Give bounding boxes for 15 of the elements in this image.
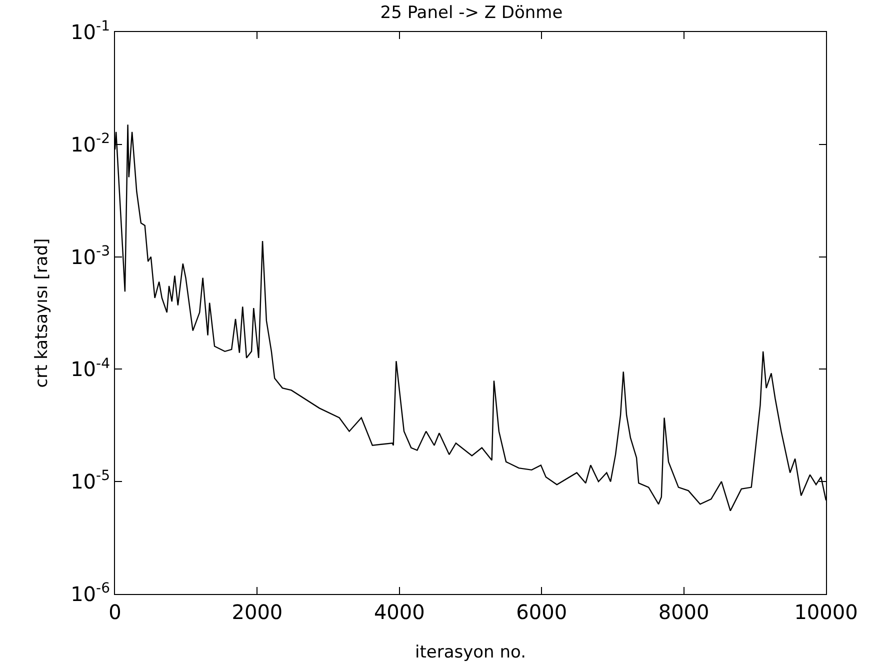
- y-tick-label: 10$^{-1}$: [70, 18, 110, 44]
- y-tick-label: 10$^{-4}$: [70, 356, 110, 382]
- y-tick-label: 10$^{-6}$: [70, 580, 110, 606]
- y-axis-title: crt katsayısı [rad]: [32, 238, 52, 388]
- chart-title: 25 Panel -> Z Dönme: [380, 2, 563, 23]
- y-tick-label: 10$^{-3}$: [70, 243, 110, 269]
- x-tick-label: 6000: [516, 600, 568, 624]
- x-tick-label: 8000: [658, 600, 710, 624]
- x-tick-label: 2000: [232, 600, 283, 624]
- y-tick-label: 10$^{-2}$: [70, 131, 110, 156]
- x-tick-label: 4000: [374, 600, 425, 624]
- x-tick-label: 0: [108, 600, 122, 624]
- y-tick-label: 10$^{-5}$: [70, 468, 110, 494]
- x-tick-label: 10000: [794, 600, 858, 624]
- x-axis-title: iterasyon no.: [414, 642, 526, 662]
